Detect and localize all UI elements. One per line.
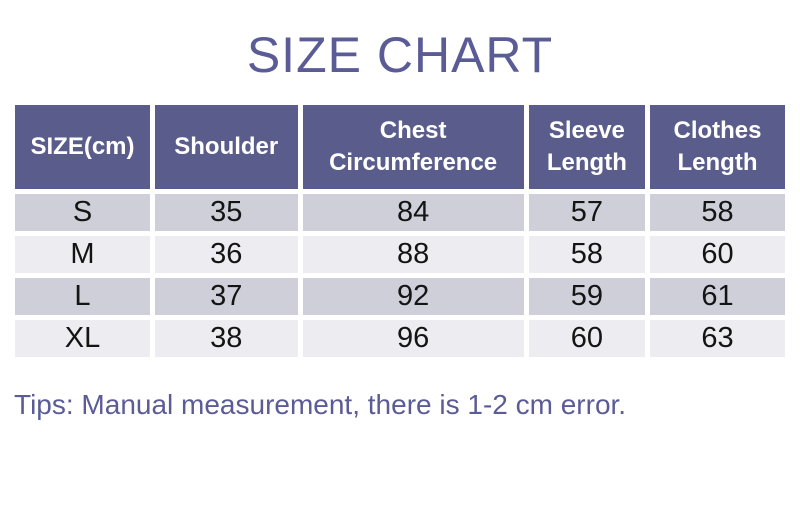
cell-chest: 96 (302, 320, 524, 357)
table-header: SIZE(cm) Shoulder Chest Circumference Sl… (15, 105, 785, 189)
cell-size: M (15, 236, 150, 273)
cell-size: S (15, 194, 150, 231)
cell-shoulder: 38 (155, 320, 298, 357)
header-clothes-length: Clothes Length (650, 105, 785, 189)
cell-clothes: 60 (650, 236, 785, 273)
cell-sleeve: 59 (528, 278, 645, 315)
header-sleeve-length: Sleeve Length (528, 105, 645, 189)
page-title: SIZE CHART (246, 27, 554, 83)
cell-sleeve: 58 (528, 236, 645, 273)
cell-shoulder: 36 (155, 236, 298, 273)
header-size: SIZE(cm) (15, 105, 150, 189)
cell-shoulder: 35 (155, 194, 298, 231)
cell-sleeve: 57 (528, 194, 645, 231)
cell-clothes: 63 (650, 320, 785, 357)
cell-shoulder: 37 (155, 278, 298, 315)
measurement-tips-note: Tips: Manual measurement, there is 1-2 c… (14, 389, 627, 420)
table-row-l: L 37 92 59 61 (15, 278, 785, 315)
header-shoulder: Shoulder (155, 105, 298, 189)
size-chart-table: SIZE(cm) Shoulder Chest Circumference Sl… (10, 100, 790, 362)
cell-chest: 92 (302, 278, 524, 315)
table-row-m: M 36 88 58 60 (15, 236, 785, 273)
table-row-s: S 35 84 57 58 (15, 194, 785, 231)
cell-clothes: 58 (650, 194, 785, 231)
header-chest-circumference: Chest Circumference (302, 105, 524, 189)
cell-chest: 84 (302, 194, 524, 231)
cell-size: XL (15, 320, 150, 357)
table-body: S 35 84 57 58 M 36 88 58 60 L 37 92 59 6… (15, 194, 785, 357)
cell-chest: 88 (302, 236, 524, 273)
cell-sleeve: 60 (528, 320, 645, 357)
cell-size: L (15, 278, 150, 315)
cell-clothes: 61 (650, 278, 785, 315)
table-row-xl: XL 38 96 60 63 (15, 320, 785, 357)
header-row: SIZE(cm) Shoulder Chest Circumference Sl… (15, 105, 785, 189)
